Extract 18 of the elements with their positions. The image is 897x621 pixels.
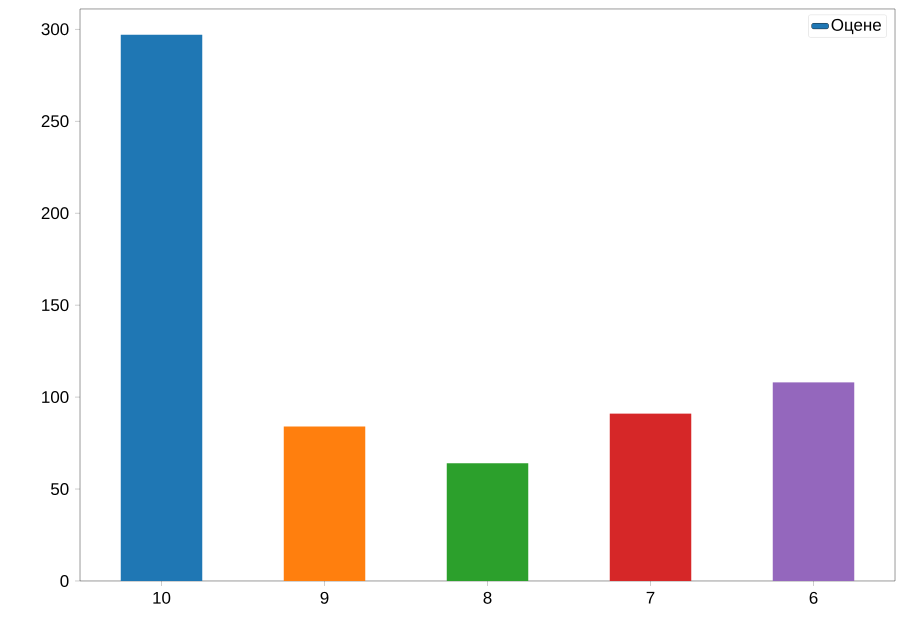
x-tick-label: 9 — [320, 592, 328, 604]
x-tick-label: 10 — [153, 592, 170, 604]
bar — [284, 426, 366, 581]
y-tick-label: 150 — [42, 299, 69, 312]
x-tick-label: 7 — [646, 592, 654, 604]
y-tick-label: 200 — [42, 207, 69, 220]
bar — [772, 382, 854, 581]
bar — [610, 414, 692, 581]
legend-label: Оцене — [832, 18, 881, 34]
y-tick-label: 100 — [42, 391, 69, 404]
x-tick-label: 8 — [484, 592, 492, 604]
x-tick-label: 6 — [810, 592, 818, 604]
y-tick-label: 50 — [50, 483, 69, 496]
y-tick-label: 250 — [42, 115, 69, 128]
bar — [120, 34, 202, 581]
y-tick-label: 300 — [42, 23, 69, 36]
y-tick-label: 0 — [60, 574, 69, 587]
bar — [446, 463, 528, 581]
